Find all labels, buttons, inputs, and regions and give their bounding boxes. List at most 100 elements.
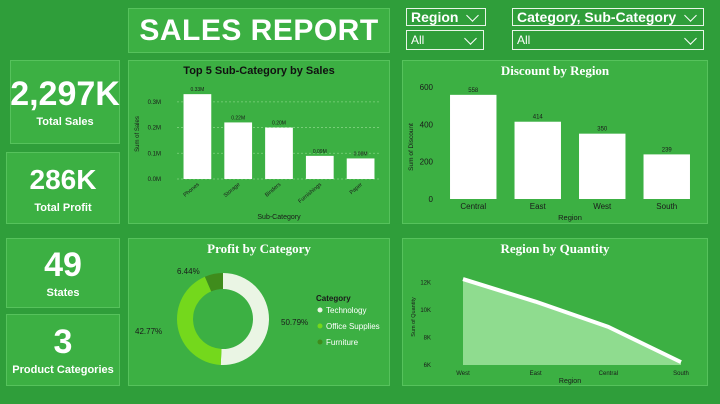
- chart-title: Profit by Category: [207, 241, 311, 256]
- sales-by-subcategory-chart[interactable]: Top 5 Sub-Category by Sales 0.0M 0.1M 0.2M…: [128, 60, 390, 224]
- x-tick-label: Paper: [349, 182, 364, 196]
- y-axis-label: Sum of Discount: [408, 123, 415, 171]
- region-dropdown-value: All: [411, 33, 425, 47]
- x-axis-label: Region: [559, 378, 581, 385]
- data-label: 0.33M: [190, 87, 204, 93]
- category-slicer-header[interactable]: Category, Sub-Category: [512, 8, 704, 26]
- bar: [643, 154, 690, 199]
- discount-by-region-chart[interactable]: Discount by Region 0 200 400 600 Sum of Disc…: [402, 60, 708, 224]
- chart-title: Region by Quantity: [500, 241, 610, 256]
- x-axis-label: Region: [558, 213, 582, 222]
- category-dropdown-value: All: [517, 33, 531, 47]
- x-tick-label: Central: [460, 202, 486, 211]
- kpi-value: 3: [53, 323, 73, 361]
- data-label: 42.77%: [135, 327, 162, 336]
- kpi-caption: Total Profit: [34, 202, 92, 214]
- y-tick-label: 8K: [424, 336, 431, 342]
- y-tick-label: 0.3M: [148, 100, 161, 106]
- discount-bar-chart-svg: 0 200 400 600 Sum of Discount 558 Central 414 Ea…: [408, 83, 690, 222]
- legend-marker: [317, 339, 323, 345]
- bar: [265, 127, 293, 179]
- region-dropdown[interactable]: All: [406, 30, 484, 50]
- x-tick-label: West: [456, 371, 470, 377]
- x-tick-label: West: [593, 202, 612, 211]
- x-tick-label: Furnishings: [297, 182, 323, 205]
- y-tick-label: 600: [420, 83, 434, 92]
- category-slicer[interactable]: Category, Sub-Category All: [512, 8, 706, 52]
- kpi-caption: States: [46, 287, 80, 299]
- chevron-down-icon[interactable]: [684, 31, 697, 45]
- area-fill: [463, 279, 681, 365]
- legend-entry: Furniture: [326, 338, 359, 347]
- y-tick-label: 400: [420, 120, 434, 129]
- bar: [224, 122, 253, 179]
- category-slicer-label: Category, Sub-Category: [517, 9, 677, 25]
- data-label: 6.44%: [177, 267, 200, 276]
- data-label: 558: [468, 88, 479, 94]
- y-tick-label: 10K: [420, 308, 431, 314]
- kpi-product-categories: 3 Product Categories: [6, 314, 120, 386]
- data-label: 414: [533, 115, 544, 121]
- bar: [450, 94, 497, 199]
- profit-by-category-chart[interactable]: Profit by Category 50.79% 42.77% 6.44% Cate…: [128, 238, 390, 386]
- data-label: 0.22M: [231, 115, 245, 121]
- kpi-states: 49 States: [6, 238, 120, 308]
- bar: [183, 94, 212, 179]
- area-line: [462, 277, 682, 364]
- x-tick-label: South: [656, 202, 677, 211]
- data-label: 0.09M: [313, 149, 327, 155]
- data-label: 350: [597, 127, 608, 133]
- kpi-value: 286K: [29, 164, 97, 195]
- donut-slice: [220, 273, 269, 365]
- chart-title: Top 5 Sub-Category by Sales: [183, 65, 335, 77]
- chevron-down-icon[interactable]: [684, 8, 697, 22]
- legend-marker: [317, 323, 323, 329]
- chart-title: Discount by Region: [500, 63, 610, 78]
- region-by-quantity-chart[interactable]: Region by Quantity 6K 8K 10K 12K Sum of Quan…: [402, 238, 708, 386]
- chevron-down-icon[interactable]: [464, 31, 477, 45]
- y-tick-label: 6K: [424, 363, 431, 369]
- donut-slice: [177, 276, 222, 365]
- kpi-value: 2,297K: [10, 75, 120, 113]
- x-tick-label: East: [530, 371, 542, 377]
- x-tick-label: South: [673, 371, 689, 377]
- y-axis-label: Sum of Quantity: [411, 297, 417, 337]
- kpi-total-sales: 2,297K Total Sales: [10, 60, 120, 144]
- data-label: 0.20M: [272, 121, 286, 127]
- page-title: SALES REPORT: [139, 13, 379, 47]
- x-tick-label: East: [530, 202, 547, 211]
- chevron-down-icon[interactable]: [466, 8, 479, 22]
- quantity-area-chart-svg: 6K 8K 10K 12K Sum of Quantity West East Central…: [411, 277, 689, 385]
- y-tick-label: 0.0M: [148, 177, 161, 183]
- category-dropdown[interactable]: All: [512, 30, 704, 50]
- legend-marker: [317, 307, 323, 313]
- donut-slice: [204, 273, 223, 292]
- bar: [579, 133, 626, 199]
- x-tick-label: Binders: [264, 182, 282, 199]
- x-axis-label: Sub-Category: [257, 214, 301, 221]
- bar: [346, 158, 375, 179]
- legend-title: Category: [316, 294, 351, 303]
- data-label: 239: [662, 147, 673, 153]
- kpi-caption: Total Sales: [36, 116, 94, 128]
- y-tick-label: 0.1M: [148, 151, 161, 157]
- region-slicer-label: Region: [411, 9, 459, 25]
- legend-entry: Technology: [326, 306, 366, 315]
- x-tick-label: Phones: [183, 182, 201, 199]
- region-slicer-header[interactable]: Region: [406, 8, 486, 26]
- y-tick-label: 12K: [420, 281, 431, 287]
- y-tick-label: 200: [420, 158, 434, 167]
- x-tick-label: Central: [599, 371, 618, 377]
- y-tick-label: 0: [429, 195, 434, 204]
- region-slicer[interactable]: Region All: [406, 8, 488, 52]
- report-title-tile: SALES REPORT: [128, 8, 390, 53]
- data-label: 50.79%: [281, 318, 308, 327]
- legend-entry: Office Supplies: [326, 322, 380, 331]
- kpi-value: 49: [44, 246, 82, 284]
- x-tick-label: Storage: [223, 182, 242, 199]
- y-tick-label: 0.2M: [148, 126, 161, 132]
- sales-bar-chart-svg: 0.0M 0.1M 0.2M 0.3M Sum of Sales 0.33M Phones 0…: [135, 87, 381, 221]
- y-axis-label: Sum of Sales: [135, 116, 141, 152]
- bar: [514, 121, 561, 199]
- kpi-total-profit: 286K Total Profit: [6, 152, 120, 224]
